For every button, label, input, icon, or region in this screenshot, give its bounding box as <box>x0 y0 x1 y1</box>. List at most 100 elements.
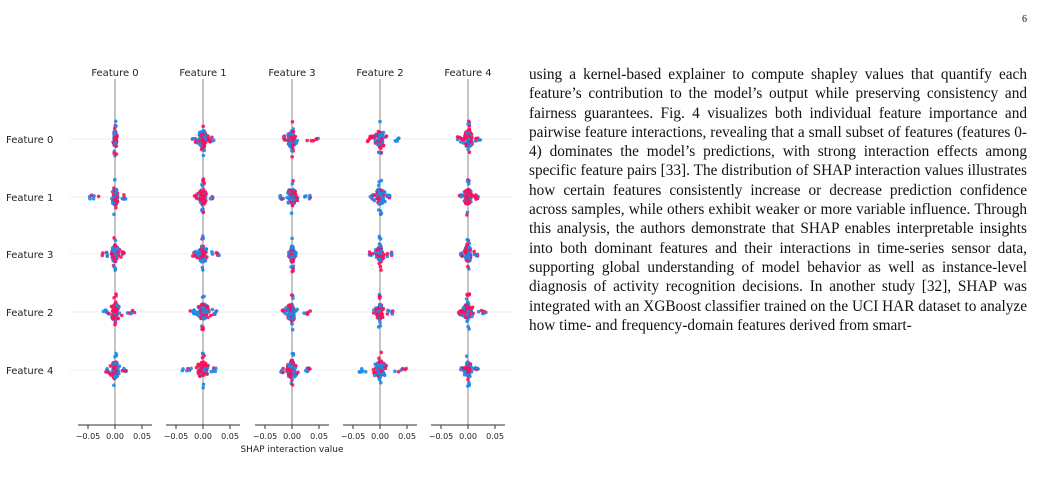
shap-point <box>464 354 469 359</box>
shap-point <box>289 211 294 215</box>
shap-point <box>113 130 118 135</box>
shap-point <box>465 237 470 242</box>
shap-point <box>306 310 310 315</box>
shap-point <box>105 253 110 258</box>
shap-point <box>112 126 117 131</box>
shap-point <box>200 365 204 369</box>
shap-point <box>112 309 116 314</box>
shap-point <box>111 303 116 308</box>
shap-point <box>285 367 289 372</box>
column-title: Feature 1 <box>179 68 226 79</box>
shap-point <box>467 327 471 331</box>
shap-point <box>101 251 105 255</box>
shap-point <box>210 195 215 200</box>
x-tick-label: 0.00 <box>459 432 477 441</box>
shap-point <box>92 194 96 198</box>
shap-point <box>105 250 109 255</box>
shap-point <box>286 304 291 308</box>
shap-point <box>200 295 205 299</box>
shap-point <box>465 319 469 324</box>
shap-point <box>372 373 377 378</box>
shap-point <box>377 360 382 365</box>
shap-point <box>308 193 312 198</box>
shap-point <box>390 309 395 313</box>
shap-point <box>466 264 470 269</box>
shap-point <box>465 384 470 388</box>
shap-point <box>200 182 204 187</box>
shap-point <box>377 356 381 361</box>
shap-point <box>368 195 373 199</box>
shap-point <box>464 315 468 320</box>
shap-point <box>208 313 213 318</box>
shap-point <box>289 135 294 140</box>
shap-point <box>377 254 382 258</box>
shap-point <box>291 258 296 262</box>
shap-point <box>288 312 293 316</box>
shap-point <box>466 122 470 126</box>
shap-point <box>114 361 118 365</box>
shap-point <box>378 375 382 380</box>
shap-point <box>287 195 292 199</box>
row-label: Feature 4 <box>6 366 53 377</box>
shap-point <box>378 315 383 320</box>
shap-point <box>378 320 382 325</box>
shap-point <box>199 259 204 264</box>
x-tick-label: −0.05 <box>76 432 101 441</box>
shap-point <box>467 367 471 371</box>
shap-point <box>189 366 193 371</box>
shap-point <box>466 190 471 195</box>
shap-point <box>291 127 296 131</box>
shap-point <box>193 140 198 144</box>
shap-point <box>291 296 295 301</box>
shap-point <box>466 119 471 124</box>
shap-point <box>117 311 122 315</box>
shap-point <box>201 201 205 206</box>
shap-point <box>113 355 117 359</box>
shap-point <box>289 293 294 297</box>
x-tick-label: 0.05 <box>486 432 504 441</box>
shap-point <box>389 252 394 256</box>
shap-point <box>378 209 383 213</box>
shap-point <box>290 197 295 202</box>
shap-point <box>371 367 376 372</box>
shap-point <box>476 309 481 314</box>
shap-point <box>467 199 471 204</box>
shap-point <box>112 212 116 217</box>
shap-point <box>306 366 311 370</box>
shap-point <box>292 136 297 141</box>
shap-point <box>200 325 205 330</box>
shap-point <box>465 312 470 317</box>
shap-point <box>112 151 116 156</box>
shap-point <box>377 137 381 142</box>
shap-point <box>290 365 295 370</box>
shap-point <box>460 308 464 313</box>
shap-point <box>311 138 316 143</box>
column-title: Feature 3 <box>268 68 315 79</box>
shap-point <box>200 310 205 314</box>
shap-point <box>200 355 205 360</box>
shap-point <box>199 368 204 372</box>
shap-point <box>201 153 206 158</box>
row-label: Feature 0 <box>6 135 53 146</box>
shap-point <box>482 309 486 314</box>
x-tick-label: 0.05 <box>310 432 328 441</box>
shap-point <box>290 322 294 326</box>
x-tick-label: −0.05 <box>253 432 278 441</box>
shap-point <box>371 311 376 315</box>
shap-point <box>290 358 295 363</box>
shap-point <box>214 366 218 371</box>
shap-point <box>280 197 284 201</box>
shap-point <box>96 194 101 199</box>
shap-point <box>211 369 216 373</box>
shap-point <box>467 251 472 256</box>
column-title: Feature 4 <box>444 68 491 79</box>
shap-point <box>396 370 401 374</box>
row-label: Feature 1 <box>6 193 53 204</box>
shap-point <box>466 370 471 374</box>
shap-point <box>113 320 118 325</box>
shap-point <box>114 190 119 195</box>
shap-point <box>393 369 397 374</box>
shap-point <box>381 143 386 148</box>
shap-point <box>379 268 383 272</box>
shap-point <box>465 242 470 246</box>
